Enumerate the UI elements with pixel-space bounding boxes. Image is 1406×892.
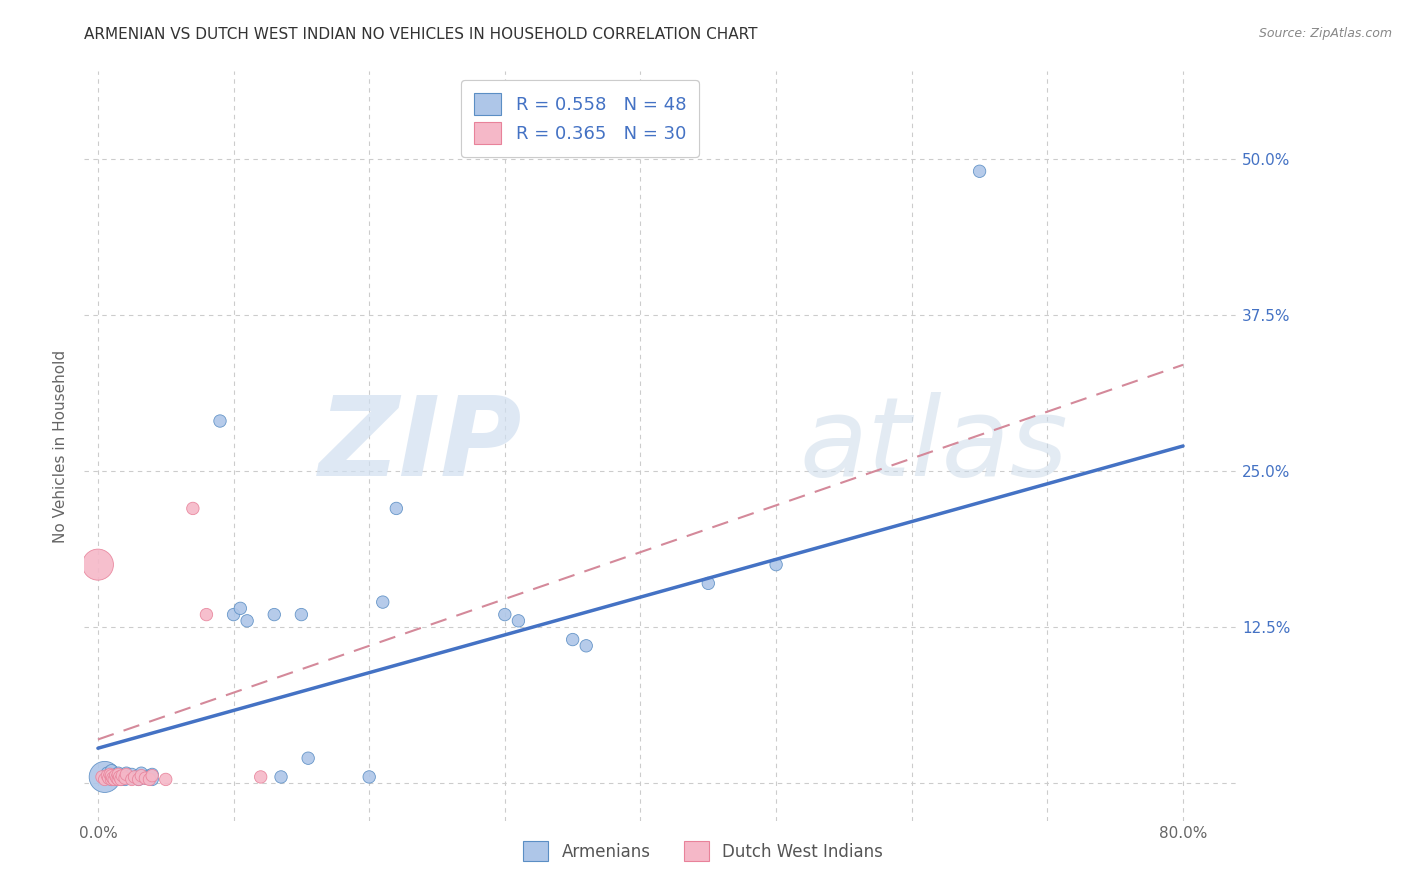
Point xyxy=(128,772,150,787)
Point xyxy=(195,607,218,622)
Point xyxy=(112,771,135,785)
Point xyxy=(131,769,153,783)
Point xyxy=(222,607,245,622)
Point xyxy=(96,769,118,783)
Point xyxy=(107,767,129,781)
Point xyxy=(101,771,124,785)
Point xyxy=(105,767,128,781)
Point xyxy=(138,769,160,783)
Point xyxy=(290,607,312,622)
Point xyxy=(111,769,134,783)
Point xyxy=(508,614,530,628)
Point xyxy=(87,558,110,572)
Point xyxy=(104,769,127,783)
Point xyxy=(107,771,129,785)
Point xyxy=(100,772,122,787)
Y-axis label: No Vehicles in Household: No Vehicles in Household xyxy=(53,350,69,542)
Point xyxy=(114,772,136,787)
Point xyxy=(100,772,122,787)
Point xyxy=(765,558,787,572)
Point xyxy=(103,770,125,784)
Point xyxy=(229,601,252,615)
Point xyxy=(103,772,125,787)
Point xyxy=(97,771,120,785)
Point xyxy=(97,771,120,785)
Point xyxy=(93,772,115,787)
Point xyxy=(107,766,129,780)
Point xyxy=(236,614,259,628)
Point xyxy=(494,607,516,622)
Point xyxy=(105,771,128,785)
Point xyxy=(155,772,177,787)
Point xyxy=(100,764,122,778)
Point xyxy=(249,770,271,784)
Point xyxy=(141,769,163,783)
Legend: R = 0.558   N = 48, R = 0.365   N = 30: R = 0.558 N = 48, R = 0.365 N = 30 xyxy=(461,80,699,157)
Point xyxy=(121,772,143,787)
Point xyxy=(117,770,139,784)
Point xyxy=(128,772,150,787)
Point xyxy=(111,769,134,783)
Point xyxy=(141,772,163,787)
Point xyxy=(115,766,138,780)
Point xyxy=(121,771,143,785)
Point xyxy=(110,772,132,787)
Point xyxy=(359,770,381,784)
Point xyxy=(131,766,153,780)
Point xyxy=(575,639,598,653)
Point xyxy=(561,632,583,647)
Point xyxy=(270,770,292,784)
Point xyxy=(114,771,136,785)
Point xyxy=(138,772,160,787)
Text: atlas: atlas xyxy=(799,392,1067,500)
Text: ZIP: ZIP xyxy=(319,392,523,500)
Point xyxy=(121,767,143,781)
Point xyxy=(108,770,131,784)
Point xyxy=(969,164,991,178)
Point xyxy=(91,770,114,784)
Point xyxy=(181,501,204,516)
Text: Source: ZipAtlas.com: Source: ZipAtlas.com xyxy=(1258,27,1392,40)
Point xyxy=(697,576,720,591)
Point xyxy=(263,607,285,622)
Point xyxy=(141,767,163,781)
Text: ARMENIAN VS DUTCH WEST INDIAN NO VEHICLES IN HOUSEHOLD CORRELATION CHART: ARMENIAN VS DUTCH WEST INDIAN NO VEHICLE… xyxy=(84,27,758,42)
Point xyxy=(208,414,231,428)
Point xyxy=(385,501,408,516)
Point xyxy=(297,751,319,765)
Point xyxy=(128,769,150,783)
Point xyxy=(125,770,148,784)
Point xyxy=(115,767,138,781)
Point xyxy=(93,770,115,784)
Point xyxy=(98,767,121,781)
Point xyxy=(100,767,122,781)
Point xyxy=(114,769,136,783)
Legend: Armenians, Dutch West Indians: Armenians, Dutch West Indians xyxy=(510,828,896,875)
Point xyxy=(98,769,121,783)
Point xyxy=(100,769,122,783)
Point xyxy=(104,772,127,787)
Point xyxy=(124,770,146,784)
Point xyxy=(108,770,131,784)
Point xyxy=(134,771,156,785)
Point xyxy=(96,766,118,780)
Point xyxy=(134,771,156,785)
Point xyxy=(107,772,129,787)
Point xyxy=(371,595,394,609)
Point xyxy=(110,772,132,787)
